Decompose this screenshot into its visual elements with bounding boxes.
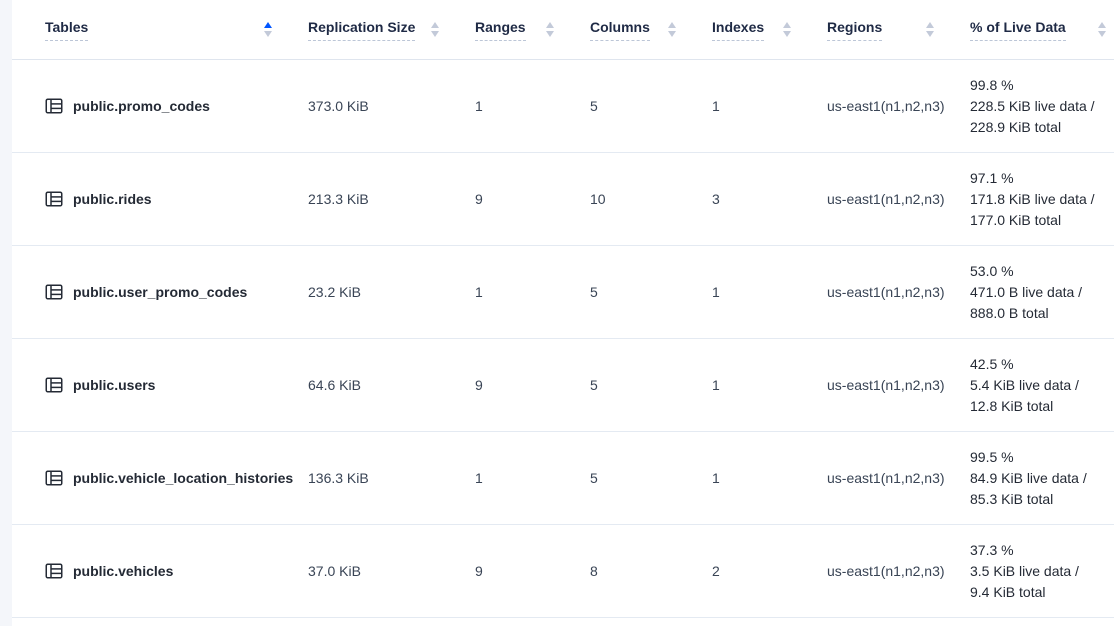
table-name-link[interactable]: public.vehicles: [73, 563, 174, 579]
column-header-indexes[interactable]: Indexes: [712, 0, 827, 59]
total-data-amount: 228.9 KiB total: [970, 118, 1062, 135]
table-icon: [45, 376, 63, 394]
live-data-cell: 97.1 % 171.8 KiB live data / 177.0 KiB t…: [970, 168, 1114, 231]
sort-arrows-icon[interactable]: [668, 22, 676, 37]
columns-cell: 5: [590, 98, 598, 114]
table-icon: [45, 469, 63, 487]
table-body: public.promo_codes 373.0 KiB 1 5 1 us-ea…: [12, 60, 1114, 618]
column-header-ranges[interactable]: Ranges: [475, 0, 590, 59]
replication-size-cell: 373.0 KiB: [308, 98, 369, 114]
table-name-link[interactable]: public.promo_codes: [73, 98, 210, 114]
live-percent: 97.1 %: [970, 169, 1014, 186]
live-data-amount: 171.8 KiB live data /: [970, 190, 1095, 207]
regions-cell: us-east1(n1,n2,n3): [827, 98, 945, 114]
columns-cell: 5: [590, 377, 598, 393]
ranges-cell: 1: [475, 284, 483, 300]
replication-size-cell: 37.0 KiB: [308, 563, 361, 579]
live-percent: 53.0 %: [970, 262, 1014, 279]
page-left-gutter: [0, 0, 12, 626]
sort-arrows-icon[interactable]: [264, 22, 272, 37]
regions-cell: us-east1(n1,n2,n3): [827, 191, 945, 207]
columns-cell: 5: [590, 284, 598, 300]
indexes-cell: 1: [712, 284, 720, 300]
total-data-amount: 177.0 KiB total: [970, 211, 1062, 228]
live-data-amount: 84.9 KiB live data /: [970, 469, 1087, 486]
total-data-amount: 9.4 KiB total: [970, 583, 1046, 600]
column-header-label: Ranges: [475, 19, 526, 41]
column-header-live-data[interactable]: % of Live Data: [970, 0, 1114, 59]
table-icon: [45, 562, 63, 580]
regions-cell: us-east1(n1,n2,n3): [827, 284, 945, 300]
table-name-link[interactable]: public.vehicle_location_histories: [73, 470, 294, 486]
ranges-cell: 1: [475, 470, 483, 486]
table-icon: [45, 190, 63, 208]
live-data-amount: 471.0 B live data /: [970, 283, 1083, 300]
column-header-label: Regions: [827, 19, 883, 41]
sort-arrows-icon[interactable]: [783, 22, 791, 37]
table-header-row: Tables Replication Size Ranges Columns I…: [12, 0, 1114, 60]
column-header-label: Indexes: [712, 19, 765, 41]
regions-cell: us-east1(n1,n2,n3): [827, 470, 945, 486]
sort-arrows-icon[interactable]: [546, 22, 554, 37]
total-data-amount: 85.3 KiB total: [970, 490, 1054, 507]
replication-size-cell: 23.2 KiB: [308, 284, 361, 300]
live-data-amount: 5.4 KiB live data /: [970, 376, 1079, 393]
total-data-amount: 12.8 KiB total: [970, 397, 1054, 414]
column-header-label: Columns: [590, 19, 650, 41]
columns-cell: 8: [590, 563, 598, 579]
tables-table: Tables Replication Size Ranges Columns I…: [12, 0, 1114, 618]
live-data-cell: 37.3 % 3.5 KiB live data / 9.4 KiB total: [970, 540, 1114, 603]
sort-arrows-icon[interactable]: [1098, 22, 1106, 37]
replication-size-cell: 136.3 KiB: [308, 470, 369, 486]
ranges-cell: 9: [475, 191, 483, 207]
live-data-cell: 99.5 % 84.9 KiB live data / 85.3 KiB tot…: [970, 447, 1114, 510]
table-row[interactable]: public.promo_codes 373.0 KiB 1 5 1 us-ea…: [12, 60, 1114, 153]
live-data-amount: 3.5 KiB live data /: [970, 562, 1079, 579]
table-row[interactable]: public.vehicle_location_histories 136.3 …: [12, 432, 1114, 525]
sort-arrows-icon[interactable]: [431, 22, 439, 37]
indexes-cell: 1: [712, 377, 720, 393]
live-percent: 99.8 %: [970, 76, 1014, 93]
indexes-cell: 3: [712, 191, 720, 207]
column-header-label: % of Live Data: [970, 19, 1066, 41]
column-header-replication-size[interactable]: Replication Size: [308, 0, 475, 59]
column-header-label: Replication Size: [308, 19, 416, 41]
table-row[interactable]: public.users 64.6 KiB 9 5 1 us-east1(n1,…: [12, 339, 1114, 432]
regions-cell: us-east1(n1,n2,n3): [827, 563, 945, 579]
live-data-amount: 228.5 KiB live data /: [970, 97, 1095, 114]
ranges-cell: 9: [475, 377, 483, 393]
table-row[interactable]: public.vehicles 37.0 KiB 9 8 2 us-east1(…: [12, 525, 1114, 618]
column-header-tables[interactable]: Tables: [12, 0, 308, 59]
sort-arrows-icon[interactable]: [926, 22, 934, 37]
indexes-cell: 1: [712, 98, 720, 114]
regions-cell: us-east1(n1,n2,n3): [827, 377, 945, 393]
table-name-link[interactable]: public.rides: [73, 191, 152, 207]
table-row[interactable]: public.rides 213.3 KiB 9 10 3 us-east1(n…: [12, 153, 1114, 246]
indexes-cell: 2: [712, 563, 720, 579]
table-name-link[interactable]: public.user_promo_codes: [73, 284, 248, 300]
column-header-regions[interactable]: Regions: [827, 0, 970, 59]
columns-cell: 5: [590, 470, 598, 486]
live-data-cell: 99.8 % 228.5 KiB live data / 228.9 KiB t…: [970, 75, 1114, 138]
live-percent: 42.5 %: [970, 355, 1014, 372]
indexes-cell: 1: [712, 470, 720, 486]
total-data-amount: 888.0 B total: [970, 304, 1049, 321]
column-header-columns[interactable]: Columns: [590, 0, 712, 59]
table-icon: [45, 97, 63, 115]
columns-cell: 10: [590, 191, 606, 207]
live-percent: 37.3 %: [970, 541, 1014, 558]
live-percent: 99.5 %: [970, 448, 1014, 465]
table-icon: [45, 283, 63, 301]
table-row[interactable]: public.user_promo_codes 23.2 KiB 1 5 1 u…: [12, 246, 1114, 339]
ranges-cell: 9: [475, 563, 483, 579]
ranges-cell: 1: [475, 98, 483, 114]
replication-size-cell: 213.3 KiB: [308, 191, 369, 207]
table-name-link[interactable]: public.users: [73, 377, 156, 393]
live-data-cell: 42.5 % 5.4 KiB live data / 12.8 KiB tota…: [970, 354, 1114, 417]
live-data-cell: 53.0 % 471.0 B live data / 888.0 B total: [970, 261, 1114, 324]
column-header-label: Tables: [45, 19, 89, 41]
replication-size-cell: 64.6 KiB: [308, 377, 361, 393]
